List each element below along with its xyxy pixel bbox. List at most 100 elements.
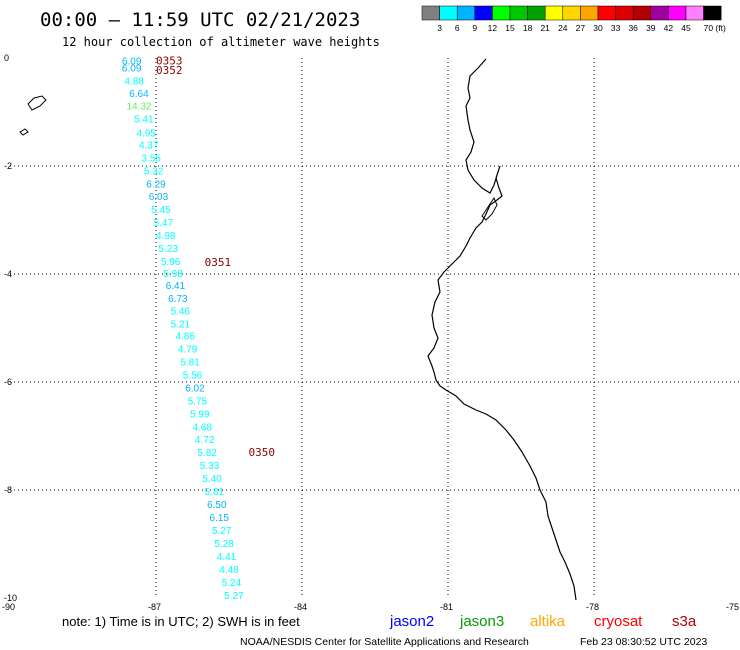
galapagos-island-1 xyxy=(27,95,47,111)
lon-tick-label: -81 xyxy=(440,602,453,612)
legend-label: 6 xyxy=(455,23,460,33)
satellite-name-jason3: jason3 xyxy=(459,613,504,630)
legend-label: 21 xyxy=(540,23,550,33)
legend-label: 39 xyxy=(646,23,656,33)
wave-height-value: 6.41 xyxy=(166,281,186,292)
lon-tick-label: -75 xyxy=(726,602,739,612)
wave-height-value: 5.21 xyxy=(171,320,191,331)
wave-height-value: 4.98 xyxy=(156,231,176,242)
wave-height-value: 5.81 xyxy=(205,487,225,498)
legend-swatch xyxy=(492,5,511,21)
wave-height-value: 5.96 xyxy=(161,257,181,268)
legend-swatch xyxy=(544,5,564,21)
footer-timestamp: Feb 23 08:30:52 UTC 2023 xyxy=(580,636,707,648)
lat-tick-label: -10 xyxy=(4,593,17,603)
legend-swatch xyxy=(474,5,493,21)
lat-tick-label: -6 xyxy=(4,377,12,387)
legend-swatch xyxy=(421,5,440,21)
wave-height-value: 5.27 xyxy=(212,526,232,537)
wave-height-value: 6.64 xyxy=(129,89,149,100)
wave-height-value: 5.81 xyxy=(180,357,200,368)
wave-height-value: 6.09 xyxy=(122,64,142,75)
legend-label: 18 xyxy=(523,23,533,33)
legend-label: 3 xyxy=(437,23,442,33)
satellite-name-altika: altika xyxy=(530,613,566,630)
satellite-name-s3a: s3a xyxy=(672,613,697,630)
legend-label: 24 xyxy=(558,23,568,33)
wave-height-value: 5.47 xyxy=(154,218,174,229)
lon-tick-label: -90 xyxy=(2,602,15,612)
lat-tick-label: -4 xyxy=(4,269,12,279)
legend-label: 30 xyxy=(593,23,603,33)
legend-swatch xyxy=(650,5,669,21)
wave-height-value: 6.29 xyxy=(146,179,166,190)
wave-height-value: 5.28 xyxy=(214,539,234,550)
legend-swatch xyxy=(456,5,476,21)
wave-height-value: 5.99 xyxy=(190,409,210,420)
legend-label: 36 xyxy=(628,23,638,33)
wave-height-value: 5.40 xyxy=(202,474,222,485)
legend-swatch xyxy=(703,5,722,21)
wave-height-value: 5.82 xyxy=(197,448,217,459)
wave-height-value: 4.37 xyxy=(139,140,159,151)
wave-height-value: 4.72 xyxy=(195,435,215,446)
lon-tick-label: -87 xyxy=(148,602,161,612)
wave-height-value: 6.50 xyxy=(207,500,227,511)
lat-tick-label: -8 xyxy=(4,485,12,495)
wave-height-value: 4.68 xyxy=(192,422,212,433)
wave-height-value: 5.98 xyxy=(163,269,183,280)
legend-label: 12 xyxy=(488,23,498,33)
legend-swatch xyxy=(668,5,687,21)
legend-swatch xyxy=(580,5,599,21)
footer-note: note: 1) Time is in UTC; 2) SWH is in fe… xyxy=(62,614,300,629)
wave-height-color-legend: 3 6 9 12 15 18 21 24 27 30 33 36 39 42 45 70 (ft) xyxy=(421,5,726,33)
wave-height-value: 5.75 xyxy=(188,396,208,407)
legend-swatch xyxy=(439,5,458,21)
legend-label: 15 xyxy=(505,23,515,33)
wave-height-value: 4.48 xyxy=(219,565,239,576)
wave-height-value: 5.33 xyxy=(200,461,220,472)
lon-tick-label: -84 xyxy=(294,602,307,612)
wave-height-value: 4.88 xyxy=(124,77,144,88)
lat-tick-label: -2 xyxy=(4,161,12,171)
wave-height-value: 4.41 xyxy=(217,552,237,563)
legend-label: 42 xyxy=(664,23,674,33)
wave-height-value: 4.95 xyxy=(137,129,157,140)
gulf-island-path xyxy=(481,196,498,221)
wave-height-value: 5.46 xyxy=(171,307,191,318)
legend-label: 27 xyxy=(576,23,586,33)
wave-height-value: 6.03 xyxy=(149,192,169,203)
legend-swatch xyxy=(527,5,546,21)
wave-height-value: 5.41 xyxy=(134,114,154,125)
legend-label: 70 (ft) xyxy=(704,23,726,33)
map-subtitle: 12 hour collection of altimeter wave hei… xyxy=(62,35,380,49)
wave-height-value: 4.79 xyxy=(178,345,198,356)
lat-tick-label: 0 xyxy=(4,53,9,63)
legend-swatch xyxy=(597,5,616,21)
legend-label: 45 xyxy=(681,23,691,33)
satellite-legend: jason2 jason3 altika cryosat s3a xyxy=(389,613,697,630)
pass-time-label: 0351 xyxy=(205,256,232,269)
legend-swatch xyxy=(685,5,704,21)
coastline xyxy=(19,58,577,601)
legend-swatch xyxy=(509,5,528,21)
wave-height-value: 5.24 xyxy=(222,578,242,589)
wave-height-value: 5.27 xyxy=(224,591,244,602)
wave-height-readings: 6.096.09 4.886.64 14.325.41 4.954.37 3.55 5.3… xyxy=(122,57,244,602)
legend-swatch xyxy=(632,5,652,21)
wave-height-value: 5.56 xyxy=(183,370,203,381)
pass-time-label: 0350 xyxy=(248,446,275,459)
legend-label: 33 xyxy=(611,23,621,33)
footer-credit: NOAA/NESDIS Center for Satellite Applica… xyxy=(240,636,529,648)
wave-height-value: 4.86 xyxy=(175,332,195,343)
satellite-name-cryosat: cryosat xyxy=(594,613,643,630)
lon-tick-label: -78 xyxy=(586,602,599,612)
wave-height-value: 6.15 xyxy=(210,513,230,524)
satellite-name-jason2: jason2 xyxy=(389,613,434,630)
wave-height-value: 5.23 xyxy=(158,244,178,255)
pass-time-label: 0352 xyxy=(156,64,183,77)
wave-height-value: 5.32 xyxy=(144,166,164,177)
wave-height-value: 3.55 xyxy=(141,153,161,164)
